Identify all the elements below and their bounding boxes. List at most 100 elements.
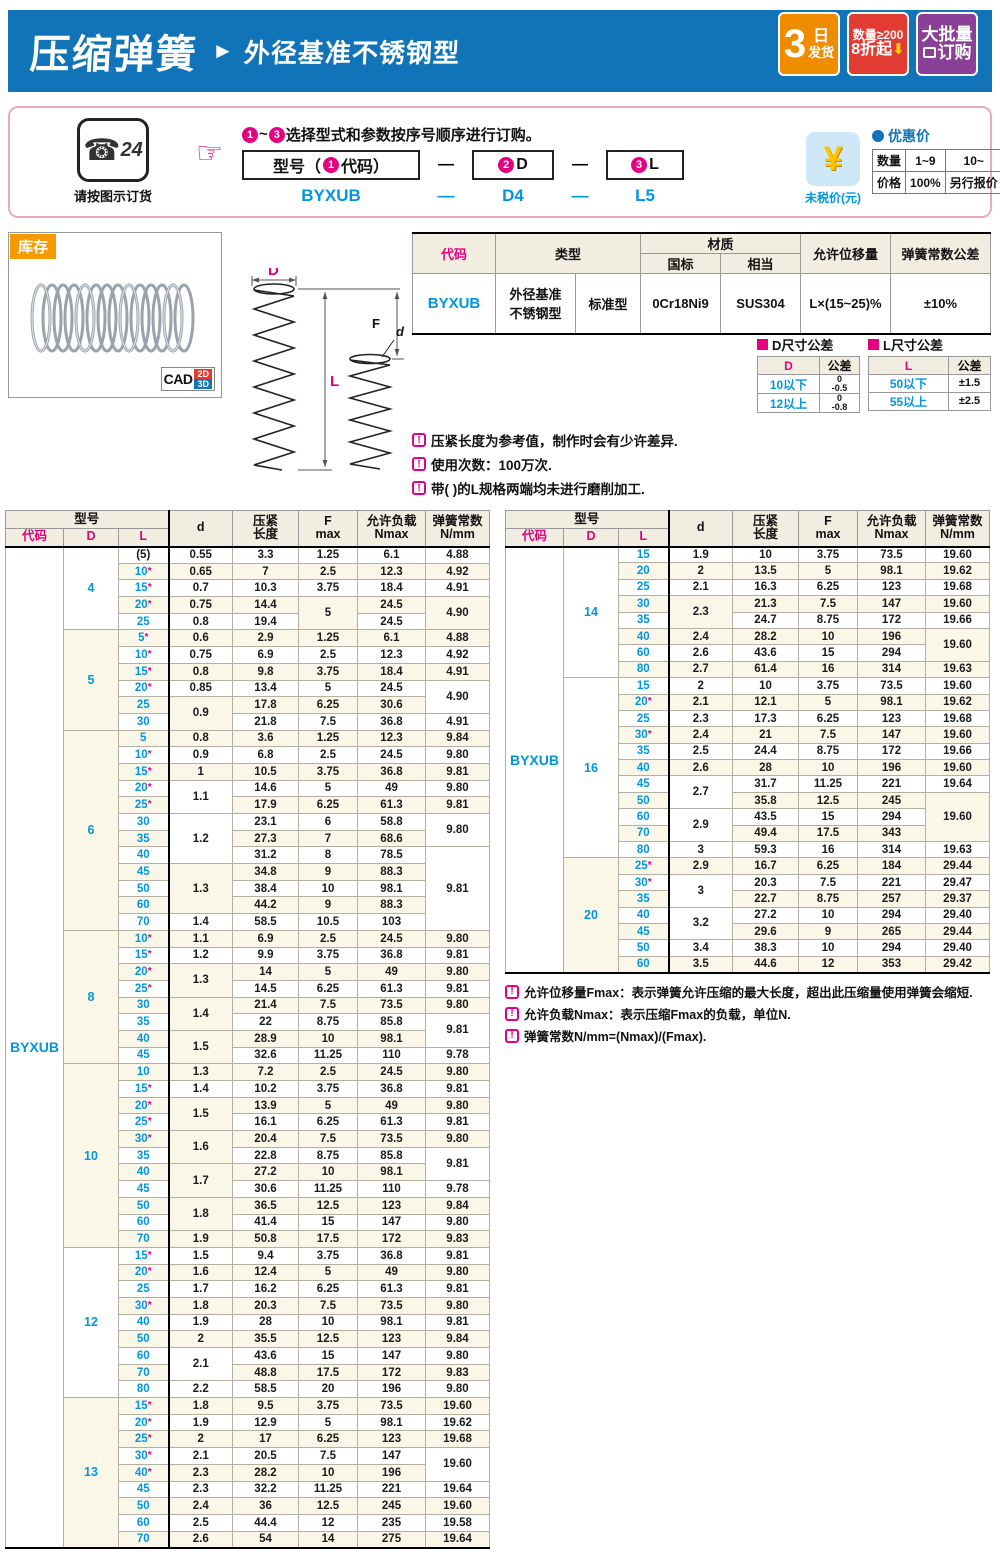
L-value-cell: 70	[118, 1530, 170, 1549]
header-f-max: F max	[298, 510, 358, 548]
table-row: 25* 16.1 6.25 61.3 9.81	[6, 1113, 490, 1132]
arrow-icon: ►	[212, 38, 234, 63]
table-row: 70 1.9 50.8 17.5 172 9.83	[5, 1230, 490, 1248]
spring-constant-cell: 9.81	[425, 762, 490, 781]
table-row: 8 10* 1.1 6.9 2.5 24.5 9.80	[5, 929, 490, 1065]
L-value-cell: 10*	[118, 746, 170, 764]
l-tolerance-title: L尺寸公差	[883, 338, 943, 353]
table-row: 20* 2.1 12.1 5 98.1 19.62	[505, 693, 990, 711]
table-row: 50 2 35.5 12.5 123 9.84	[5, 1330, 490, 1348]
header-d: d	[168, 510, 233, 548]
nmax-cell: 235	[357, 1513, 426, 1532]
compressed-length-cell: 14	[232, 963, 299, 981]
compressed-length-cell: 22.8	[232, 1146, 299, 1165]
star-marker: *	[147, 782, 152, 794]
L-value-cell: 15*	[118, 662, 170, 681]
L-value-cell: 20*	[618, 693, 670, 711]
spring-constant-cell: 19.66	[925, 611, 990, 629]
d-value-cell: 2	[168, 1430, 233, 1449]
d-value-cell: 1.4	[168, 1080, 233, 1098]
table-row: 20 25* 2.9 16.7 6.25 184 29.44	[505, 857, 990, 974]
nmax-cell: 314	[857, 841, 926, 859]
compressed-length-cell: 12.4	[232, 1263, 299, 1282]
spring-constant-cell: 9.81	[425, 979, 490, 998]
compressed-length-cell: 21.8	[232, 712, 299, 731]
spring-constant-cell: 4.90	[425, 679, 490, 714]
L-value-cell: 25	[118, 696, 170, 714]
compressed-length-cell: 10.2	[232, 1080, 299, 1098]
D-value-cell: 8	[63, 929, 119, 1065]
nmax-cell: 184	[857, 857, 926, 875]
header-compressed-length: 压紧 长度	[232, 510, 299, 548]
code-cell: BYXUB	[505, 545, 564, 974]
star-marker: *	[147, 1116, 152, 1128]
spring-constant-cell: 19.60	[925, 677, 990, 695]
cad-badge[interactable]: CAD 2D 3D	[160, 367, 215, 391]
d-value-cell: 2	[168, 1330, 233, 1348]
nmax-cell: 353	[857, 955, 926, 974]
f-max-cell: 12.5	[298, 1196, 358, 1215]
star-marker: *	[147, 1082, 152, 1094]
stock-tag: 库存	[10, 234, 57, 259]
d-value-cell: 1.8	[168, 1296, 233, 1315]
table-row: 40 1.5 28.9 10 98.1	[5, 1029, 490, 1065]
step-1-icon: 1	[242, 126, 258, 143]
d-value-cell: 1.3	[168, 1063, 233, 1081]
compressed-length-cell: 10	[732, 677, 799, 695]
header-d: d	[668, 510, 733, 548]
compressed-length-cell: 19.4	[232, 612, 299, 631]
table-row: 50以下 ±1.5	[868, 374, 991, 393]
compressed-length-cell: 21.4	[232, 996, 299, 1015]
d-param-box: 2 D	[472, 150, 554, 180]
L-value-cell: 45	[118, 1046, 170, 1065]
spring-constant-cell: 9.80	[425, 1347, 490, 1365]
d-value-cell: 1	[168, 762, 233, 781]
f-max-cell: 12	[798, 955, 858, 974]
L-value-cell: 10	[118, 1063, 170, 1081]
header-code: 代码	[505, 528, 564, 548]
compressed-length-cell: 14.5	[232, 979, 299, 998]
table-row: 30 1.2 23.1 6 58.8 9.80	[6, 812, 490, 865]
d-value-cell: 2.5	[168, 1513, 233, 1532]
nmax-cell: 110	[357, 1046, 426, 1065]
d-value-cell: 1.5	[168, 1029, 233, 1065]
L-value-cell: 35	[118, 1146, 170, 1165]
compressed-length-cell: 38.4	[232, 879, 299, 898]
box1-pre: 型号（	[272, 159, 321, 176]
table-row: 15* 1 10.5 3.75 36.8 9.81	[5, 762, 490, 781]
table-row: 50 3.4 38.3 10 294 29.40	[506, 939, 990, 957]
compressed-length-cell: 27.2	[732, 906, 799, 924]
table-row: 45 1.3 34.8 9 88.3	[5, 863, 490, 915]
nmax-cell: 73.5	[357, 996, 426, 1015]
d-value-cell: 2.9	[668, 857, 733, 875]
table-row: 代码 类型 材质 允许位移量 弹簧常数公差	[412, 232, 991, 274]
d-value-cell: 1.7	[168, 1163, 233, 1198]
nmax-cell: 147	[857, 726, 926, 744]
spring-constant-cell: 29.40	[925, 906, 990, 924]
d-value-cell: 2.3	[668, 595, 733, 629]
nmax-cell: 245	[357, 1497, 426, 1515]
table-row: 40 2.4 28.2 10 196 19.60	[505, 627, 990, 662]
compressed-length-cell: 22	[232, 1013, 299, 1031]
compressed-length-cell: 35.5	[232, 1330, 299, 1348]
compressed-length-cell: 49.4	[732, 824, 799, 843]
L-value-cell: 40	[118, 1029, 170, 1048]
example-l: L5	[635, 186, 655, 205]
header-code: 代码	[5, 528, 64, 548]
L-value-cell: 15*	[118, 762, 170, 781]
header-f-max: F max	[798, 510, 858, 548]
L-value-cell: 40	[618, 759, 670, 777]
compressed-length-cell: 16.1	[232, 1113, 299, 1132]
nmax-cell: 265	[857, 922, 926, 941]
table-row: 45 29.6 9 265 29.44	[505, 922, 990, 941]
spring-constant-cell: 9.80	[425, 1213, 490, 1232]
L-value-cell: 25	[618, 578, 670, 597]
spring-constant-cell: 19.63	[925, 660, 990, 679]
spring-diagram: D F d L	[251, 268, 405, 471]
nmax-cell: 98.1	[357, 1163, 426, 1182]
note-line: ! 带( )的L规格两端均未进行磨削加工.	[412, 478, 678, 498]
f-max-cell: 11.25	[298, 1180, 358, 1198]
header-model: 型号	[5, 510, 170, 529]
step-1-icon: 1	[323, 157, 339, 173]
d-value-cell: 2.2	[168, 1380, 233, 1399]
